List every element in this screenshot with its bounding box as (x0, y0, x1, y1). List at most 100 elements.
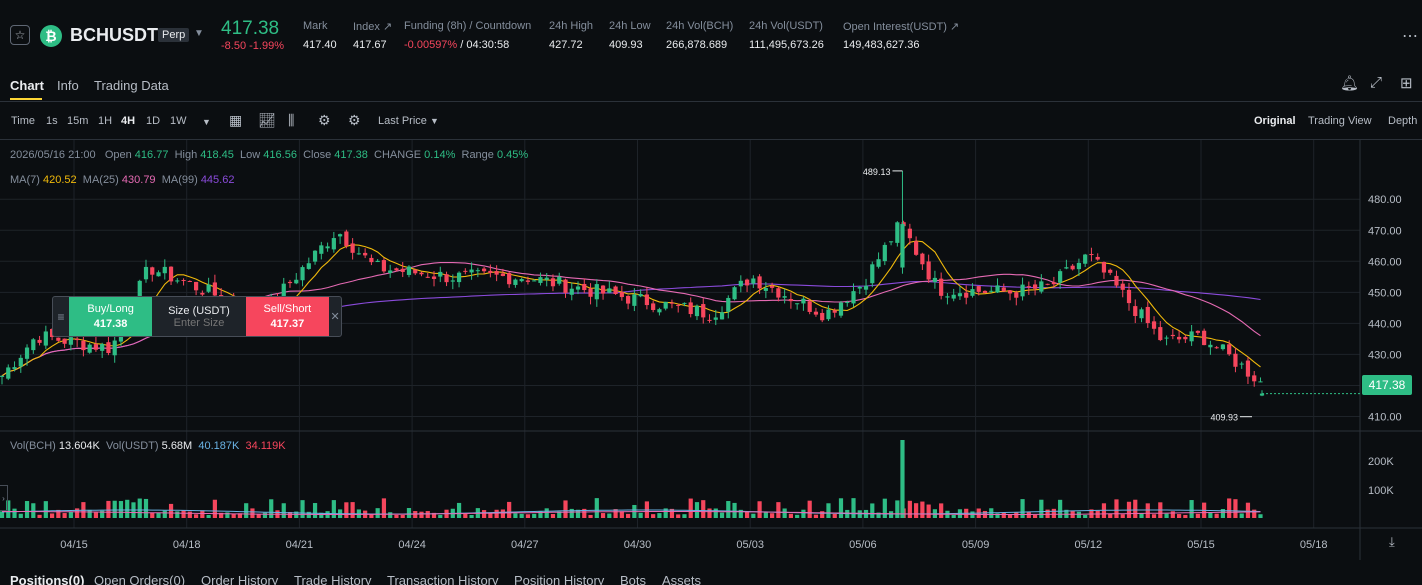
legend-key: Close (303, 149, 335, 161)
interval-1h[interactable]: 1H (98, 115, 113, 127)
candle-body (1058, 271, 1063, 283)
tab-position-history[interactable]: Position History (514, 573, 605, 585)
price-tick-label: 470.00 (1368, 225, 1402, 237)
settings-icon[interactable]: ⚙ (348, 112, 361, 128)
symbol-name[interactable]: BCHUSDT (70, 25, 158, 45)
view-depth[interactable]: Depth (1388, 115, 1418, 127)
tab-chart[interactable]: Chart (10, 78, 44, 93)
candle-body (738, 280, 743, 287)
bell-icon[interactable]: 🔔︎ (1340, 75, 1360, 92)
drawing-icon[interactable]: ⚙︎ (318, 112, 331, 128)
tab-trading-data[interactable]: Trading Data (94, 78, 169, 93)
tab-info[interactable]: Info (57, 78, 79, 93)
volume-tick-label: 100K (1368, 485, 1394, 497)
candle-body (532, 280, 537, 282)
buy-price: 417.38 (93, 318, 128, 330)
interval-1w[interactable]: 1W (170, 115, 187, 127)
volume-bars (0, 440, 1263, 518)
volume-bar (469, 514, 474, 518)
candle-body (1220, 344, 1226, 350)
tab-positions[interactable]: Positions(0) (10, 573, 85, 585)
volume-bar (770, 513, 775, 518)
volume-bar (287, 511, 293, 518)
layout-grid-icon[interactable]: ⊞ (1400, 75, 1413, 92)
interval-dropdown-icon[interactable]: ▼ (202, 117, 211, 127)
candle-body (1202, 330, 1207, 346)
calendar-icon[interactable]: ▦ (229, 112, 243, 128)
candle-body (1114, 275, 1119, 286)
volume-bar (1020, 499, 1025, 518)
candle-type-icon[interactable]: ⫼ (288, 112, 295, 128)
sell-short-button[interactable]: Sell/Short 417.37 (245, 297, 330, 336)
interval-4h[interactable]: 4H (121, 115, 136, 127)
candle-body (813, 311, 819, 315)
price-chart[interactable]: 480.00 470.00 460.00 450.00 440.00 430.00 410.… (0, 140, 1422, 560)
tab-open-orders[interactable]: Open Orders(0) (94, 573, 186, 585)
time-tick-label: 04/27 (511, 539, 539, 551)
candle-body (156, 272, 161, 277)
candle-body (951, 294, 956, 299)
view-original[interactable]: Original (1254, 115, 1296, 127)
volume-bar (582, 508, 587, 518)
volume-bar (400, 514, 405, 518)
buy-long-label: Buy/Long (87, 303, 134, 315)
candle-body (87, 344, 92, 353)
stat-index-label[interactable]: Index ↗ (353, 21, 393, 33)
candles (0, 170, 1265, 397)
time-tick-label: 05/09 (962, 539, 990, 551)
volume-bar (738, 509, 743, 518)
volume-bar (820, 511, 825, 518)
volume-bar (507, 501, 512, 518)
price-axis: 480.00 470.00 460.00 450.00 440.00 430.00 410.… (1368, 194, 1402, 497)
price-type-select[interactable]: Last Price ▼ (378, 115, 439, 127)
candle-body (713, 317, 718, 320)
interval-1s[interactable]: 1s (46, 115, 58, 127)
size-field-group: Size (USDT) (152, 297, 245, 336)
view-trading-view[interactable]: Trading View (1308, 115, 1372, 127)
chevron-right-icon[interactable]: › (0, 485, 8, 511)
candle-body (701, 304, 706, 318)
interval-1d[interactable]: 1D (146, 115, 161, 127)
tab-transaction-history[interactable]: Transaction History (387, 573, 499, 585)
tab-assets[interactable]: Assets (662, 573, 702, 585)
chevron-down-icon[interactable]: ▼ (194, 28, 204, 39)
tab-order-history[interactable]: Order History (201, 573, 279, 585)
tab-trade-history[interactable]: Trade History (294, 573, 372, 585)
size-input[interactable] (158, 316, 239, 329)
interval-15m[interactable]: 15m (67, 115, 89, 127)
volume-bar (763, 512, 768, 518)
volume-bar (300, 500, 305, 518)
volume-bar (1239, 513, 1244, 518)
candle-body (338, 234, 343, 237)
legend-value: 416.56 (263, 149, 297, 161)
volume-bar (1051, 508, 1056, 518)
candle-body (989, 290, 994, 292)
expand-icon[interactable]: ⤢ (1370, 74, 1383, 91)
star-icon[interactable]: ☆ (10, 25, 30, 45)
time-label[interactable]: Time (11, 115, 36, 127)
stat-vol-usdt-label: 24h Vol(USDT) (749, 20, 823, 32)
volume-bar (1120, 514, 1125, 518)
volume-bar (926, 504, 931, 518)
stat-oi-label[interactable]: Open Interest(USDT) ↗ (843, 21, 960, 33)
candle-body (375, 260, 380, 263)
indicator-icon[interactable]: 📈︎ (258, 112, 276, 128)
legend-value: 0.45% (496, 149, 529, 161)
drag-handle-icon[interactable]: ≡ (57, 309, 65, 324)
legend-value: 416.77 (134, 149, 169, 161)
buy-long-button[interactable]: Buy/Long 417.38 (68, 297, 153, 336)
close-icon[interactable]: ✕ (330, 311, 340, 323)
reset-scale-icon[interactable]: ⤓ (1389, 534, 1395, 549)
volume-bar (381, 498, 387, 518)
candle-body (12, 367, 17, 370)
volume-bar (1245, 502, 1251, 518)
candle-body (494, 271, 499, 275)
legend-value: 418.45 (200, 149, 234, 161)
tab-bots[interactable]: Bots (620, 573, 647, 585)
volume-bar (838, 498, 844, 518)
volume-bar (813, 514, 819, 518)
candle-body (281, 283, 286, 302)
volume-bar (1220, 509, 1226, 518)
more-icon[interactable]: ⋯ (1402, 28, 1418, 45)
volume-bar (607, 513, 612, 518)
